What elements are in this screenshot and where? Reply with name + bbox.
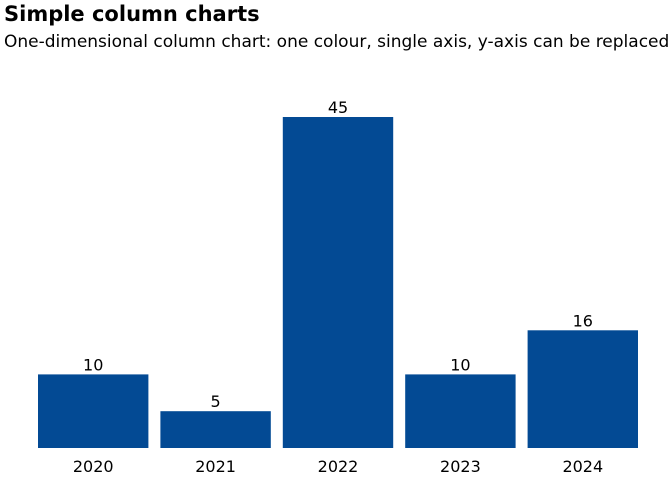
chart-subtitle: One-dimensional column chart: one colour… — [4, 32, 670, 52]
value-label-2023: 10 — [450, 355, 470, 374]
bars-group — [38, 117, 638, 448]
x-tick-label-2024: 2024 — [562, 457, 603, 476]
value-label-2022: 45 — [328, 98, 348, 117]
x-tick-label-2021: 2021 — [195, 457, 236, 476]
bar-2020 — [38, 374, 149, 448]
bar-2021 — [160, 411, 271, 448]
value-label-2021: 5 — [211, 392, 221, 411]
value-label-2024: 16 — [573, 311, 593, 330]
bar-2023 — [405, 374, 516, 448]
x-tick-label-2022: 2022 — [318, 457, 359, 476]
x-tick-label-2020: 2020 — [73, 457, 114, 476]
value-labels-group: 10 5 45 10 16 — [83, 98, 593, 411]
x-tick-label-2023: 2023 — [440, 457, 481, 476]
chart-title: Simple column charts — [4, 2, 260, 26]
x-axis-tick-labels: 2020 2021 2022 2023 2024 — [73, 457, 603, 476]
value-label-2020: 10 — [83, 355, 103, 374]
bar-2024 — [527, 330, 638, 448]
bar-2022 — [282, 117, 394, 448]
